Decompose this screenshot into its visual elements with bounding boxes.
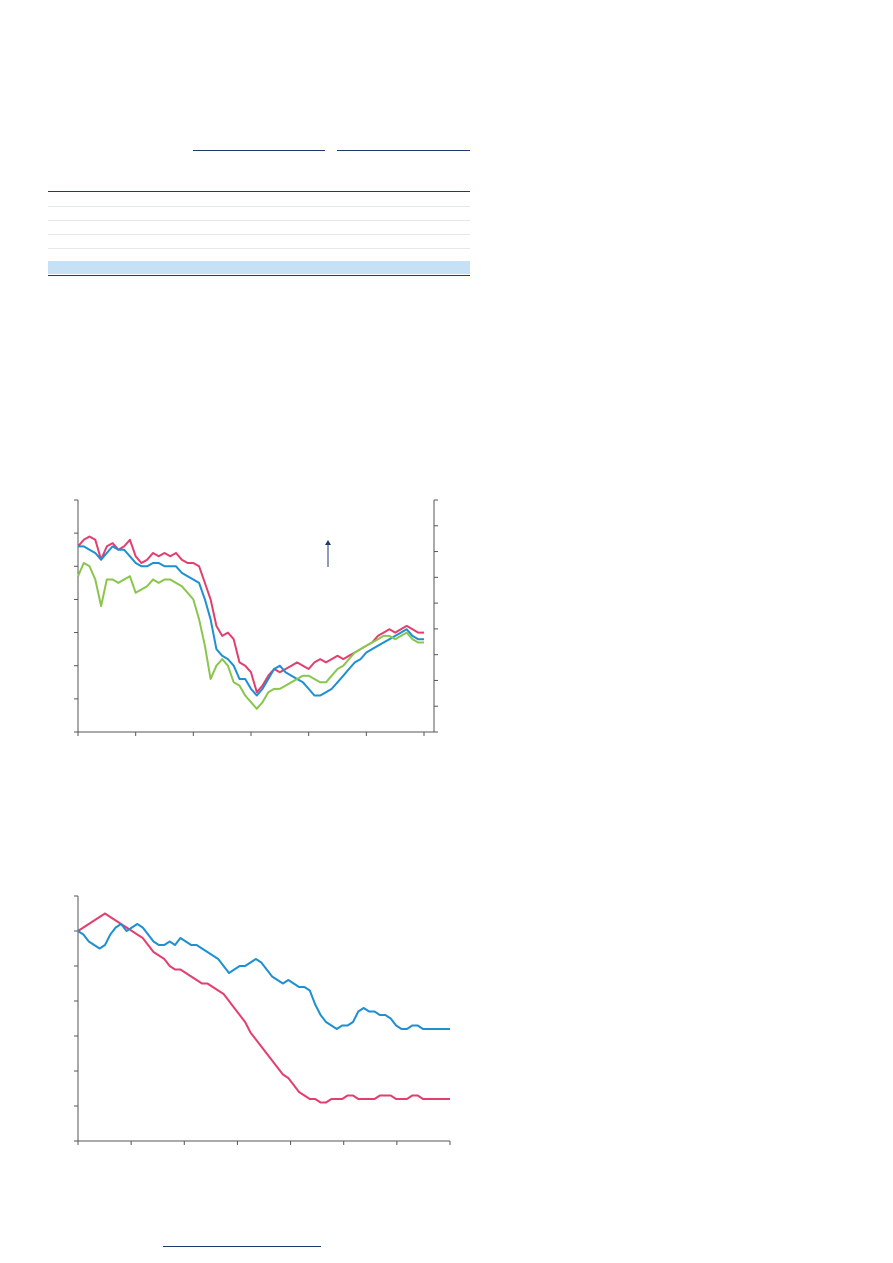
series-line-green <box>77 562 424 710</box>
table-row <box>48 220 470 221</box>
table-row-highlighted <box>48 261 470 274</box>
header-underline-left <box>193 150 325 151</box>
table-row <box>48 234 470 235</box>
footer-link-underline[interactable] <box>163 1246 321 1247</box>
table-row <box>48 206 470 207</box>
header-underline-right <box>337 150 470 151</box>
annotation-arrow-head <box>325 540 331 545</box>
table-bottom-rule <box>48 275 470 276</box>
data-table <box>48 191 470 276</box>
table-row <box>48 248 470 249</box>
series-line-blue <box>78 545 424 697</box>
series-line-red <box>77 912 450 1104</box>
series-line-blue <box>77 923 450 1030</box>
table-top-rule <box>48 191 470 192</box>
